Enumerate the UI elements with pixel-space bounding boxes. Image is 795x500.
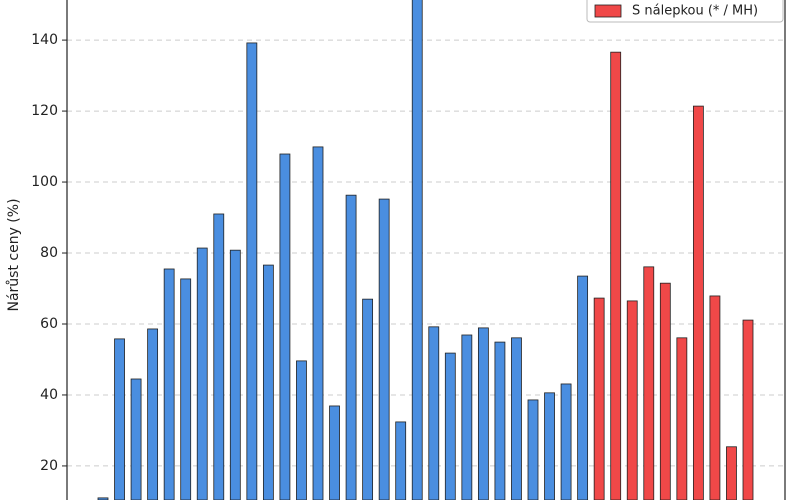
bar (626, 300, 638, 500)
y-axis-label: Nárůst ceny (%) (6, 198, 22, 311)
bar (246, 42, 258, 500)
legend-box (586, 0, 784, 23)
bar (544, 392, 555, 500)
bar (411, 0, 423, 500)
bar (577, 275, 589, 500)
bar (477, 327, 489, 500)
bar (494, 341, 506, 500)
bar (444, 352, 456, 500)
bar (395, 421, 407, 500)
bar (560, 383, 572, 500)
y-tick-label: 140 (31, 32, 58, 48)
bar (279, 153, 291, 500)
y-tick-label: 20 (40, 458, 58, 474)
bar (362, 298, 374, 500)
bar (676, 337, 688, 500)
legend-swatch (594, 4, 622, 18)
y-tick-label: 120 (31, 103, 58, 119)
bar (461, 334, 473, 500)
y-tick-label: 100 (31, 174, 58, 190)
bar (511, 337, 522, 500)
bar (659, 282, 671, 500)
bar (742, 319, 754, 500)
bar (378, 198, 390, 500)
bar (180, 278, 192, 500)
bar (709, 295, 721, 500)
bar (593, 297, 605, 500)
bar (163, 268, 175, 500)
bar (643, 266, 655, 500)
y-tick-label: 80 (40, 245, 58, 261)
bar (147, 328, 159, 500)
y-tick-label: 40 (40, 387, 58, 403)
bar (296, 360, 307, 500)
bar (329, 405, 340, 500)
bar (428, 326, 440, 500)
bar (312, 146, 324, 500)
bar (262, 264, 274, 500)
bar (692, 105, 704, 500)
bar (229, 249, 241, 500)
bar (213, 213, 225, 500)
bar (345, 194, 357, 500)
bar (114, 338, 125, 500)
bar (726, 446, 737, 500)
bar (130, 378, 142, 500)
bar (527, 399, 539, 500)
bar (610, 51, 622, 500)
bar (196, 247, 208, 500)
legend-label: S nálepkou (* / MH) (632, 4, 758, 19)
y-tick-label: 60 (40, 316, 58, 332)
